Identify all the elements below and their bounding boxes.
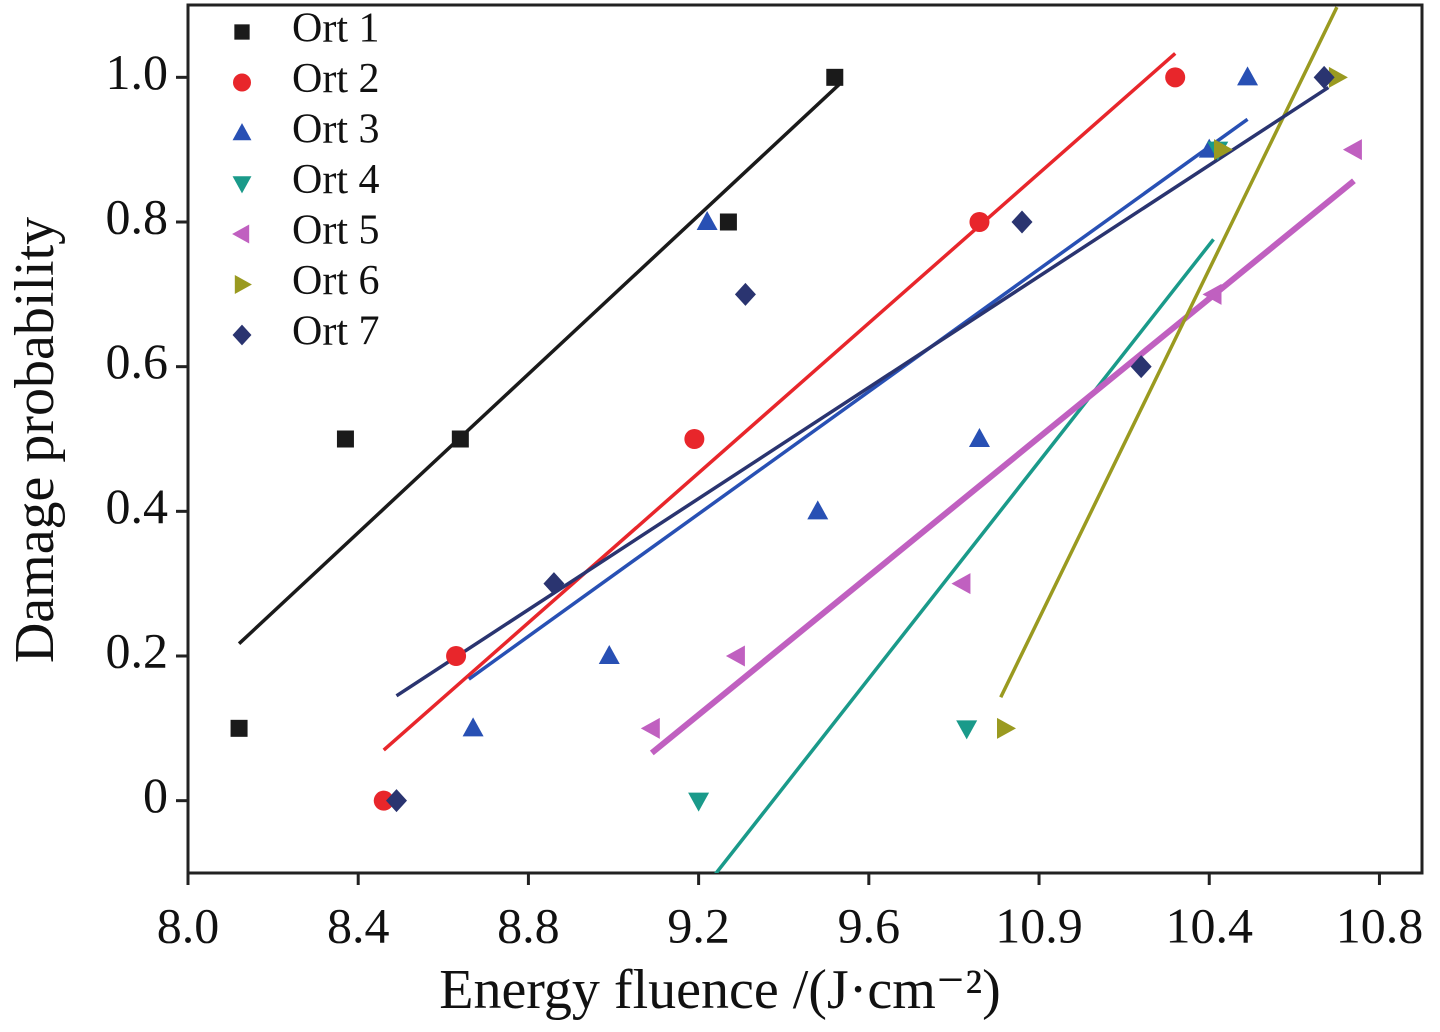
fit-line bbox=[999, 6, 1339, 698]
legend-label: Ort 1 bbox=[292, 6, 380, 52]
fit-line bbox=[467, 117, 1249, 681]
fit-line bbox=[237, 83, 841, 645]
data-point bbox=[1313, 65, 1335, 89]
data-point bbox=[725, 645, 745, 667]
x-tick-label: 10.9 bbox=[995, 897, 1083, 953]
data-point bbox=[1165, 67, 1186, 88]
data-point bbox=[386, 789, 408, 813]
data-point bbox=[640, 717, 660, 739]
x-tick-label: 9.6 bbox=[838, 897, 901, 953]
data-point bbox=[1202, 283, 1222, 305]
data-point bbox=[1328, 66, 1348, 88]
data-point bbox=[1214, 139, 1234, 161]
legend-marker bbox=[232, 224, 250, 244]
data-point bbox=[734, 282, 756, 306]
fit-line bbox=[714, 238, 1215, 873]
data-point bbox=[968, 428, 990, 447]
legend-marker bbox=[234, 275, 252, 294]
data-point bbox=[451, 430, 469, 448]
data-point bbox=[684, 429, 705, 449]
legend-marker bbox=[232, 324, 252, 346]
x-tick-label: 10.4 bbox=[1165, 897, 1253, 953]
legend-label: Ort 2 bbox=[292, 56, 380, 102]
x-tick-label: 8.0 bbox=[157, 897, 220, 953]
x-tick-label: 9.2 bbox=[667, 897, 730, 953]
data-point bbox=[826, 68, 844, 86]
legend-label: Ort 7 bbox=[292, 309, 380, 355]
y-tick-label: 0.8 bbox=[106, 188, 169, 244]
data-point bbox=[336, 430, 354, 448]
y-axis-label: Damage probability bbox=[4, 217, 66, 663]
data-point bbox=[696, 211, 718, 230]
legend-marker bbox=[234, 24, 250, 40]
data-point bbox=[951, 573, 971, 595]
legend-marker bbox=[232, 123, 252, 141]
x-tick-label: 8.4 bbox=[327, 897, 390, 953]
fit-lines bbox=[237, 6, 1356, 873]
y-tick-label: 0.4 bbox=[106, 478, 169, 534]
data-point bbox=[956, 720, 978, 740]
data-point bbox=[598, 645, 620, 664]
data-point bbox=[807, 500, 829, 520]
x-axis-label: Energy fluence /(J·cm⁻²) bbox=[439, 959, 1001, 1021]
y-tick-label: 0 bbox=[143, 767, 168, 823]
data-point bbox=[373, 790, 394, 811]
x-tick-label: 10.8 bbox=[1336, 897, 1424, 953]
legend-label: Ort 6 bbox=[292, 258, 380, 304]
data-point bbox=[1342, 139, 1362, 161]
data-point bbox=[688, 792, 710, 812]
legend-label: Ort 3 bbox=[292, 107, 380, 153]
data-point bbox=[1130, 355, 1152, 379]
fit-line bbox=[382, 52, 1177, 752]
data-point bbox=[996, 717, 1016, 739]
data-point bbox=[719, 213, 737, 231]
y-tick-label: 0.6 bbox=[106, 333, 169, 389]
data-point bbox=[230, 719, 248, 737]
data-point bbox=[446, 646, 467, 666]
data-point bbox=[1011, 210, 1033, 234]
legend-label: Ort 5 bbox=[292, 208, 380, 254]
legend-marker bbox=[233, 73, 251, 92]
plot-frame bbox=[186, 3, 1424, 875]
data-point bbox=[543, 572, 565, 596]
legend-label: Ort 4 bbox=[292, 157, 380, 203]
data-point bbox=[1237, 66, 1259, 86]
fit-line bbox=[395, 85, 1330, 698]
y-tick-label: 0.2 bbox=[106, 622, 169, 678]
fit-line bbox=[649, 178, 1356, 756]
data-point bbox=[969, 212, 990, 232]
legend-marker bbox=[232, 176, 252, 194]
data-point bbox=[462, 717, 484, 737]
x-tick-label: 8.8 bbox=[497, 897, 560, 953]
y-tick-label: 1.0 bbox=[106, 44, 169, 100]
